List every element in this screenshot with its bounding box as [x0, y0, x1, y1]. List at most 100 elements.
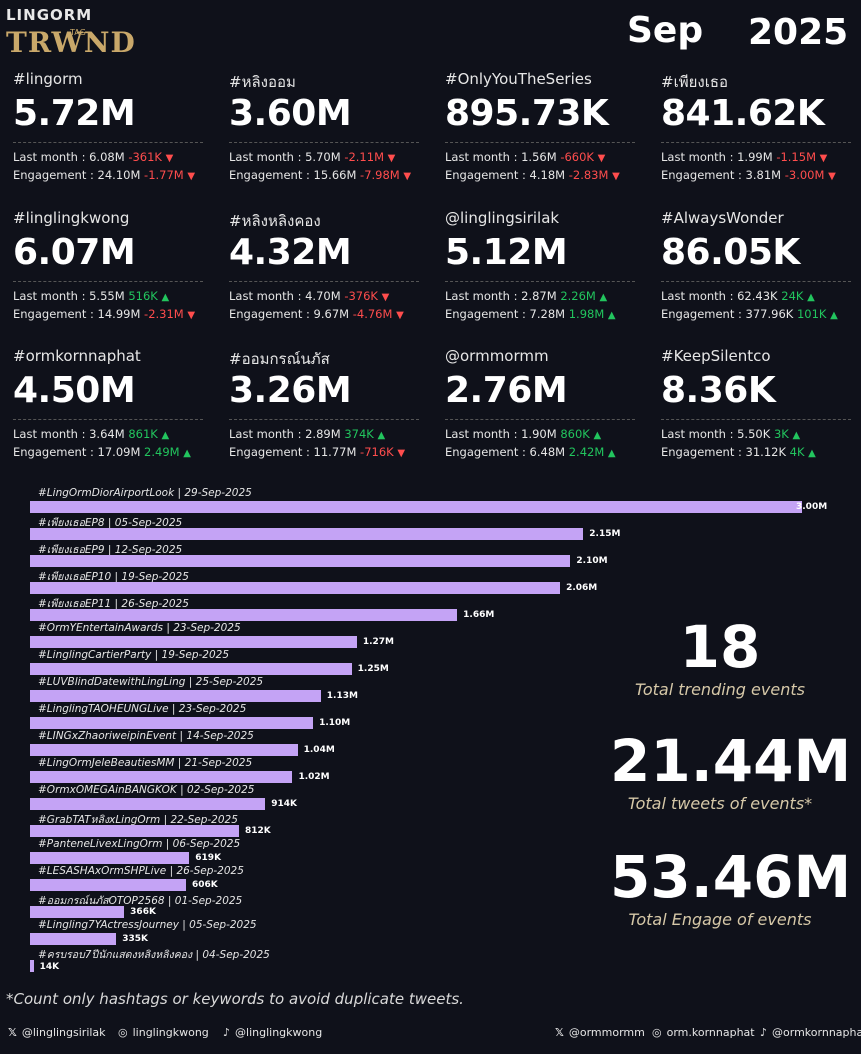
card-last-month-change: -376K ▼ [344, 289, 390, 303]
social-handle[interactable]: 𝕏 @linglingsirilak [8, 1026, 106, 1039]
triangle-down-icon: ▼ [187, 310, 196, 321]
card-value: 841.62K [661, 93, 825, 134]
bar-value-label: 1.25M [357, 664, 389, 674]
instagram-icon: ◎ [118, 1026, 128, 1039]
card-last-month: Last month : 1.56M -660K ▼ [445, 150, 606, 164]
card-divider [229, 281, 419, 282]
social-handle[interactable]: ♪ @linglingkwong [223, 1026, 322, 1039]
bar-value-label: 1.13M [326, 691, 358, 701]
bar [30, 555, 571, 567]
triangle-up-icon: ▲ [161, 292, 170, 303]
card-engagement: Engagement : 377.96K 101K ▲ [661, 307, 838, 321]
month-title: Sep [627, 10, 704, 51]
bar [30, 744, 298, 756]
triangle-up-icon: ▲ [607, 310, 616, 321]
stat-total-tweets-label: Total tweets of events* [627, 794, 813, 813]
card-divider [445, 142, 635, 143]
card-divider [445, 419, 635, 420]
card-hashtag: #ormkornnaphat [13, 347, 141, 365]
stat-card: @linglingsirilak 5.12M Last month : 2.87M … [445, 209, 635, 321]
card-value: 4.32M [229, 232, 352, 273]
bar-value-label: 366K [130, 907, 156, 917]
bar [30, 663, 352, 675]
card-last-month: Last month : 2.89M 374K ▲ [229, 427, 386, 441]
bar [30, 582, 561, 594]
card-hashtag: #lingorm [13, 70, 83, 88]
card-engagement: Engagement : 11.77M -716K ▼ [229, 445, 406, 459]
stat-total-engage-label: Total Engage of events [628, 910, 812, 929]
card-hashtag: #เพียงเธอ [661, 73, 728, 91]
card-last-month-change: 860K ▲ [560, 427, 602, 441]
card-engagement-change: -7.98M ▼ [360, 168, 412, 182]
card-divider [13, 281, 203, 282]
card-engagement-change: 4K ▲ [789, 445, 816, 459]
stat-card: #linglingkwong 6.07M Last month : 5.55M 51… [13, 209, 203, 321]
bar-category-label: #เพียงเธอEP8 | 05-Sep-2025 [38, 517, 183, 529]
stat-card: #OnlyYouTheSeries 895.73K Last month : 1.5… [445, 70, 635, 182]
card-last-month-change: -361K ▼ [128, 150, 174, 164]
bar-category-label: #LUVBlindDatewithLingLing | 25-Sep-2025 [38, 676, 264, 688]
card-last-month-change: 2.26M ▲ [560, 289, 608, 303]
triangle-down-icon: ▼ [397, 448, 406, 459]
triangle-down-icon: ▼ [819, 153, 828, 164]
stat-card: @ormmormm 2.76M Last month : 1.90M 860K ▲ E… [445, 347, 635, 459]
card-last-month: Last month : 4.70M -376K ▼ [229, 289, 390, 303]
bar [30, 879, 186, 891]
card-last-month: Last month : 1.99M -1.15M ▼ [661, 150, 828, 164]
instagram-icon: ◎ [652, 1026, 662, 1039]
card-engagement: Engagement : 4.18M -2.83M ▼ [445, 168, 620, 182]
bar [30, 771, 293, 783]
card-value: 895.73K [445, 93, 609, 134]
triangle-up-icon: ▲ [599, 292, 608, 303]
triangle-down-icon: ▼ [396, 310, 404, 321]
bar [30, 825, 239, 837]
card-engagement-change: -2.83M ▼ [568, 168, 620, 182]
card-engagement-change: -4.76M ▼ [352, 307, 404, 321]
bar [30, 798, 266, 810]
triangle-up-icon: ▲ [593, 430, 602, 441]
logo: LINGORM TAG TRWND [6, 6, 135, 66]
bar-category-label: #ครบรอบ7ปีนักแสดงหลิงหลิงคอง | 04-Sep-20… [38, 949, 270, 961]
triangle-down-icon: ▼ [381, 292, 390, 303]
stat-total-events: 18 Total trending events [610, 616, 830, 699]
bar-category-label: #เพียงเธอEP10 | 19-Sep-2025 [38, 571, 189, 583]
social-handle-text: @ormmormm [568, 1026, 645, 1039]
triangle-down-icon: ▼ [597, 153, 606, 164]
card-engagement-change: 2.42M ▲ [568, 445, 616, 459]
bar-category-label: #GrabTATหลิงxLingOrm | 22-Sep-2025 [38, 814, 238, 826]
triangle-down-icon: ▼ [403, 171, 412, 182]
stat-total-events-value: 18 [679, 613, 761, 681]
social-handle[interactable]: ♪ @ormkornnaphat [760, 1026, 861, 1039]
card-engagement: Engagement : 14.99M -2.31M ▼ [13, 307, 196, 321]
bar-category-label: #ออมกรณ์นภัสOTOP2568 | 01-Sep-2025 [38, 895, 243, 907]
bar-category-label: #LESASHAxOrmSHPLive | 26-Sep-2025 [38, 865, 244, 877]
bar-value-label: 1.27M [362, 637, 394, 647]
card-divider [13, 142, 203, 143]
bar-category-label: #เพียงเธอEP9 | 12-Sep-2025 [38, 544, 183, 556]
card-engagement: Engagement : 3.81M -3.00M ▼ [661, 168, 836, 182]
stat-total-engage-value: 53.46M [610, 843, 852, 911]
social-handle[interactable]: ◎ orm.kornnaphat [652, 1026, 755, 1039]
social-handle-text: @ormkornnaphat [772, 1026, 861, 1039]
triangle-up-icon: ▲ [807, 292, 815, 303]
social-handle-text: linglingkwong [132, 1026, 209, 1039]
bar-value-label: 1.02M [298, 772, 330, 782]
logo-tag-text: TAG [70, 28, 86, 37]
bar-category-label: #OrmYEntertainAwards | 23-Sep-2025 [38, 622, 241, 634]
card-value: 3.60M [229, 93, 352, 134]
social-handle[interactable]: ◎ linglingkwong [118, 1026, 209, 1039]
card-engagement: Engagement : 24.10M -1.77M ▼ [13, 168, 196, 182]
bar [30, 690, 321, 702]
card-last-month: Last month : 2.87M 2.26M ▲ [445, 289, 608, 303]
card-engagement-change: -2.31M ▼ [144, 307, 196, 321]
bar-value-label: 14K [39, 962, 60, 972]
triangle-down-icon: ▼ [828, 171, 836, 182]
social-handle[interactable]: 𝕏 @ormmormm [555, 1026, 645, 1039]
bar-category-label: #LINGxZhaoriweipinEvent | 14-Sep-2025 [38, 730, 254, 742]
bar [30, 609, 458, 621]
card-last-month-change: 861K ▲ [128, 427, 170, 441]
card-hashtag: @linglingsirilak [445, 209, 560, 227]
card-engagement: Engagement : 31.12K 4K ▲ [661, 445, 816, 459]
card-value: 3.26M [229, 370, 352, 411]
card-engagement: Engagement : 6.48M 2.42M ▲ [445, 445, 616, 459]
